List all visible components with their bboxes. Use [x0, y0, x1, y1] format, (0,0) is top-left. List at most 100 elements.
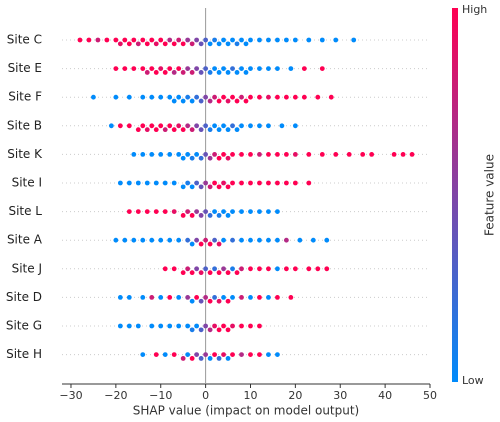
shap-point	[167, 37, 173, 43]
shap-point	[158, 94, 164, 100]
y-tick-label: Site L	[8, 204, 42, 218]
shap-point	[149, 66, 155, 71]
shap-point	[185, 209, 191, 215]
shap-point	[95, 37, 101, 43]
x-tick-label: 0	[202, 389, 209, 402]
shap-point	[167, 123, 173, 129]
shap-point	[292, 152, 298, 157]
colorbar	[452, 8, 458, 382]
shap-point	[283, 94, 289, 100]
shap-point	[189, 127, 195, 133]
shap-point	[283, 266, 289, 272]
shap-point	[292, 123, 298, 129]
shap-point	[239, 123, 244, 129]
shap-point	[216, 241, 222, 247]
shap-point	[185, 37, 191, 43]
shap-point	[140, 237, 146, 243]
shap-point	[176, 123, 182, 129]
shap-point	[248, 237, 253, 243]
shap-point	[194, 237, 200, 243]
colorbar-low: Low	[462, 374, 484, 387]
shap-point	[216, 327, 222, 333]
shap-point	[207, 70, 213, 75]
shap-point	[292, 266, 298, 272]
shap-point	[306, 266, 312, 272]
shap-point	[275, 352, 280, 357]
shap-point	[153, 180, 159, 186]
shap-point	[185, 66, 191, 71]
shap-point	[198, 327, 204, 333]
shap-point	[203, 352, 209, 357]
shap-point	[275, 295, 280, 300]
shap-point	[131, 237, 137, 243]
shap-point	[248, 94, 253, 100]
shap-point	[158, 66, 164, 71]
shap-point	[167, 295, 173, 300]
shap-point	[158, 37, 164, 43]
shap-point	[194, 209, 200, 215]
shap-point	[257, 295, 262, 300]
shap-point	[212, 295, 217, 300]
x-tick-label: −20	[104, 389, 127, 402]
shap-point	[257, 94, 262, 100]
shap-point	[275, 66, 280, 71]
shap-point	[180, 356, 186, 361]
shap-point	[230, 266, 235, 272]
shap-point	[126, 123, 132, 129]
shap-point	[162, 266, 168, 272]
shap-point	[212, 323, 217, 329]
shap-point	[239, 295, 244, 300]
shap-point	[158, 237, 164, 243]
shap-point	[221, 180, 226, 186]
shap-point	[266, 94, 271, 100]
shap-point	[212, 209, 217, 215]
shap-point	[257, 66, 262, 71]
shap-point	[319, 37, 325, 43]
shap-point	[221, 66, 226, 71]
shap-point	[207, 184, 213, 190]
shap-point	[194, 180, 200, 186]
shap-point	[239, 152, 244, 157]
shap-point	[171, 209, 177, 215]
shap-point	[288, 66, 294, 71]
shap-point	[239, 323, 244, 329]
shap-point	[283, 180, 289, 186]
shap-point	[126, 94, 132, 100]
shap-point	[171, 70, 177, 75]
shap-point	[257, 37, 262, 43]
shap-point	[203, 37, 209, 43]
shap-point	[149, 295, 155, 300]
shap-point	[275, 94, 280, 100]
shap-point	[122, 237, 128, 243]
shap-point	[216, 155, 222, 161]
shap-point	[230, 123, 235, 129]
shap-point	[243, 70, 249, 75]
shap-point	[234, 127, 240, 133]
shap-point	[225, 155, 231, 161]
shap-point	[248, 295, 253, 300]
shap-point	[221, 209, 226, 215]
shap-point	[279, 123, 285, 129]
shap-point	[306, 180, 312, 186]
shap-point	[225, 356, 231, 361]
shap-point	[144, 209, 150, 215]
shap-point	[171, 127, 177, 133]
shap-point	[216, 70, 222, 75]
shap-point	[275, 209, 280, 215]
shap-point	[212, 123, 217, 129]
shap-point	[108, 123, 114, 129]
shap-point	[283, 152, 289, 157]
shap-point	[180, 155, 186, 161]
shap-point	[198, 184, 204, 190]
shap-point	[162, 180, 168, 186]
shap-point	[140, 94, 146, 100]
shap-point	[104, 37, 110, 43]
shap-point	[158, 152, 164, 157]
shap-point	[283, 37, 289, 43]
shap-point	[221, 152, 226, 157]
shap-point	[203, 295, 209, 300]
shap-point	[212, 266, 217, 272]
shap-point	[203, 123, 209, 129]
shap-point	[149, 152, 155, 157]
shap-point	[212, 66, 217, 71]
